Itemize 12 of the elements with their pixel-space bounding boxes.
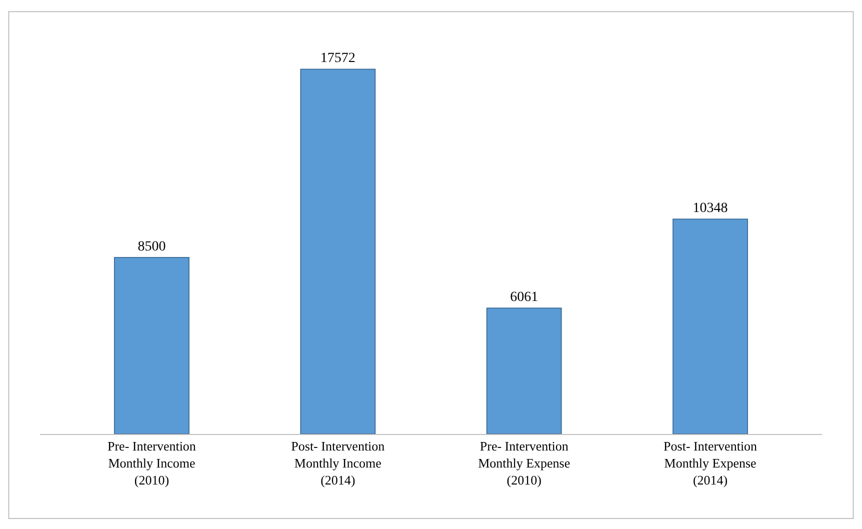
x-tick-label: Post- Intervention Monthly Income (2014) bbox=[291, 438, 386, 488]
data-label: 6061 bbox=[510, 290, 538, 306]
bar bbox=[486, 308, 562, 434]
x-tick-label: Pre- Intervention Monthly Expense (2010) bbox=[478, 438, 570, 488]
x-tick-label: Post- Intervention Monthly Expense (2014) bbox=[664, 438, 758, 488]
data-label: 10348 bbox=[692, 201, 728, 216]
bar bbox=[114, 257, 190, 434]
x-tick-label: Pre- Intervention Monthly Income (2010) bbox=[107, 438, 196, 488]
data-label: 8500 bbox=[138, 240, 166, 255]
data-label: 17572 bbox=[320, 51, 356, 66]
bar bbox=[300, 68, 376, 434]
bar bbox=[672, 218, 748, 434]
